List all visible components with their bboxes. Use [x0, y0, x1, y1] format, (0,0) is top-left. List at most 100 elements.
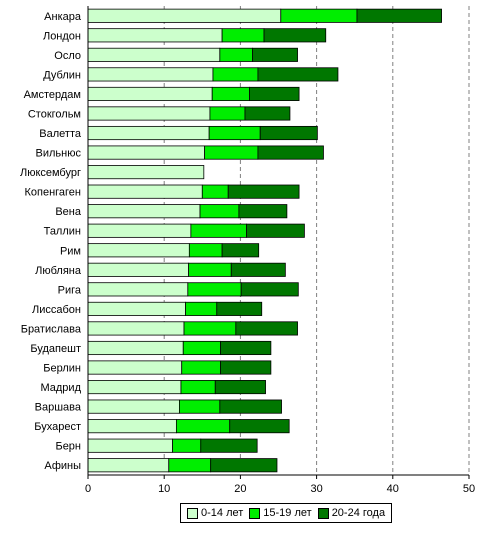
category-label-21: Бухарест — [34, 421, 81, 433]
bar-2-12 — [221, 243, 260, 258]
bar-1-12 — [188, 243, 223, 258]
bar-2-17 — [220, 340, 272, 356]
category-label-13: Любляна — [35, 265, 82, 277]
bar-2-23 — [210, 458, 278, 473]
bar-0-19 — [87, 380, 182, 395]
category-label-0: Анкара — [44, 11, 82, 23]
bar-0-22 — [87, 438, 173, 453]
bar-2-1 — [263, 28, 327, 43]
legend-swatch-2 — [317, 507, 329, 519]
category-label-9: Копенгаген — [24, 187, 81, 199]
bar-2-22 — [200, 438, 258, 453]
bar-0-23 — [87, 458, 170, 473]
legend-label-2: 20-24 года — [331, 507, 386, 519]
bar-2-5 — [244, 106, 291, 121]
bar-0-16 — [87, 321, 185, 336]
bar-1-2 — [219, 47, 253, 62]
legend-swatch-0 — [187, 507, 198, 519]
bar-1-13 — [188, 262, 232, 277]
category-label-19: Мадрид — [40, 382, 81, 394]
bar-0-18 — [87, 360, 183, 375]
bar-1-17 — [182, 340, 221, 356]
bar-2-16 — [235, 321, 298, 336]
bar-2-9 — [227, 184, 300, 199]
category-label-18: Берлин — [43, 363, 81, 375]
bar-1-0 — [280, 8, 358, 23]
category-label-22: Берн — [55, 441, 81, 453]
x-tick-label-50: 50 — [463, 483, 475, 495]
bar-1-20 — [179, 399, 221, 414]
bar-1-7 — [204, 145, 259, 160]
category-label-17: Будапешт — [30, 343, 81, 355]
x-tick-label-20: 20 — [234, 483, 246, 495]
bar-0-8 — [87, 165, 205, 180]
bar-1-16 — [183, 321, 237, 336]
category-label-1: Лондон — [43, 30, 81, 42]
category-label-4: Амстердам — [24, 89, 81, 101]
bar-1-9 — [201, 184, 229, 199]
bar-1-18 — [181, 360, 221, 375]
bar-2-21 — [229, 419, 290, 434]
bar-0-21 — [87, 419, 177, 434]
bar-0-3 — [87, 67, 214, 82]
bar-1-19 — [180, 380, 216, 395]
bar-2-0 — [356, 8, 442, 23]
category-label-16: Братислава — [21, 323, 82, 335]
bar-2-6 — [259, 125, 318, 141]
bar-2-11 — [246, 223, 305, 238]
legend-swatch-1 — [249, 507, 261, 519]
bar-2-13 — [230, 262, 286, 277]
bar-0-2 — [87, 47, 221, 62]
bar-0-10 — [87, 204, 201, 219]
bar-2-2 — [252, 47, 298, 62]
bar-2-14 — [240, 282, 299, 297]
bar-1-5 — [209, 106, 246, 121]
x-tick-label-0: 0 — [85, 483, 91, 495]
category-label-5: Стокгольм — [28, 108, 81, 120]
x-tick-label-10: 10 — [158, 483, 170, 495]
bar-1-6 — [208, 125, 261, 141]
bar-0-14 — [87, 282, 189, 297]
legend-label-1: 15-19 лет — [263, 507, 312, 519]
bar-1-3 — [212, 67, 259, 82]
bar-0-12 — [87, 243, 190, 258]
category-label-15: Лиссабон — [32, 304, 81, 316]
category-label-7: Вильнюс — [36, 148, 82, 160]
category-label-3: Дублин — [43, 69, 81, 81]
bar-2-4 — [249, 86, 300, 101]
bar-1-21 — [175, 419, 231, 434]
bar-0-7 — [87, 145, 205, 160]
bar-0-20 — [87, 399, 180, 414]
bar-2-3 — [257, 67, 339, 82]
legend-item-1: 15-19 лет — [249, 507, 312, 519]
bar-0-5 — [87, 106, 211, 121]
bar-0-11 — [87, 223, 192, 238]
x-tick-label-40: 40 — [387, 483, 399, 495]
bar-2-18 — [220, 360, 272, 375]
bar-1-10 — [199, 204, 240, 219]
bar-0-4 — [87, 86, 213, 101]
bar-1-4 — [211, 86, 250, 101]
category-label-23: Афины — [44, 460, 81, 472]
legend-label-0: 0-14 лет — [201, 507, 244, 519]
x-tick-label-30: 30 — [310, 483, 322, 495]
bar-1-14 — [187, 282, 242, 297]
bar-2-7 — [257, 145, 324, 160]
bar-2-10 — [238, 204, 288, 219]
bar-2-20 — [219, 399, 282, 414]
category-label-11: Таллин — [44, 226, 81, 238]
category-label-6: Валетта — [39, 128, 82, 140]
bar-0-17 — [87, 340, 184, 356]
bar-0-15 — [87, 301, 186, 316]
category-label-8: Люксембург — [20, 167, 81, 179]
bar-1-1 — [221, 28, 265, 43]
bar-1-11 — [190, 223, 247, 238]
legend: 0-14 лет 15-19 лет 20-24 года — [180, 503, 393, 523]
bar-0-9 — [87, 184, 203, 199]
bar-2-15 — [216, 301, 263, 316]
category-label-14: Рига — [58, 284, 82, 296]
bar-0-1 — [87, 28, 223, 43]
bar-1-15 — [185, 301, 218, 316]
category-label-12: Рим — [60, 245, 81, 257]
